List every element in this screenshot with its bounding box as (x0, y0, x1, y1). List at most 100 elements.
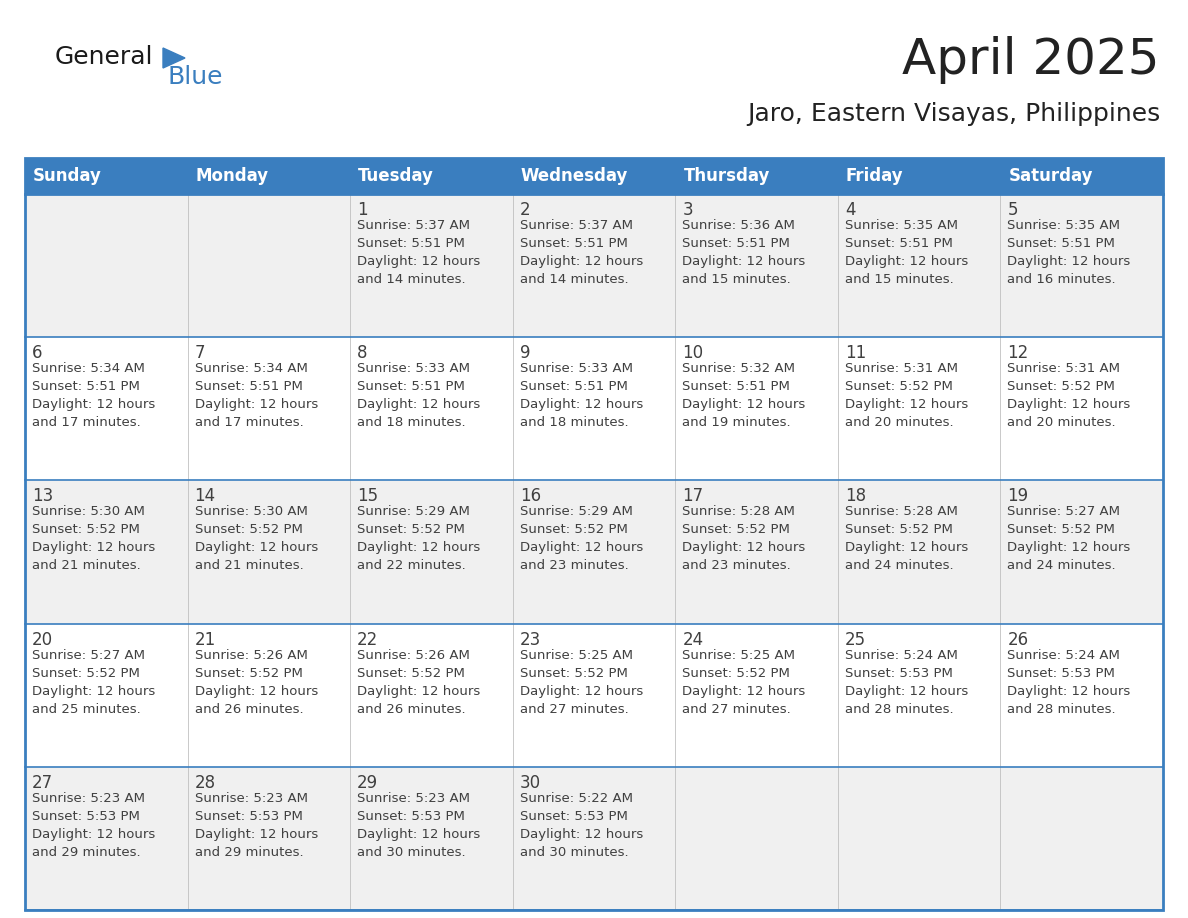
Text: Sunrise: 5:34 AM
Sunset: 5:51 PM
Daylight: 12 hours
and 17 minutes.: Sunrise: 5:34 AM Sunset: 5:51 PM Dayligh… (32, 363, 156, 430)
Bar (25, 480, 188, 623)
Text: Thursday: Thursday (683, 167, 770, 185)
Text: 25: 25 (845, 631, 866, 649)
Text: Sunrise: 5:31 AM
Sunset: 5:52 PM
Daylight: 12 hours
and 20 minutes.: Sunrise: 5:31 AM Sunset: 5:52 PM Dayligh… (845, 363, 968, 430)
Text: Sunrise: 5:23 AM
Sunset: 5:53 PM
Daylight: 12 hours
and 30 minutes.: Sunrise: 5:23 AM Sunset: 5:53 PM Dayligh… (358, 792, 480, 859)
Bar (675, 337, 838, 480)
Bar (675, 767, 838, 910)
Text: 9: 9 (519, 344, 530, 363)
Text: Sunrise: 5:24 AM
Sunset: 5:53 PM
Daylight: 12 hours
and 28 minutes.: Sunrise: 5:24 AM Sunset: 5:53 PM Dayligh… (1007, 649, 1131, 716)
Text: Sunrise: 5:32 AM
Sunset: 5:51 PM
Daylight: 12 hours
and 19 minutes.: Sunrise: 5:32 AM Sunset: 5:51 PM Dayligh… (682, 363, 805, 430)
Text: 21: 21 (195, 631, 216, 649)
Text: Sunrise: 5:34 AM
Sunset: 5:51 PM
Daylight: 12 hours
and 17 minutes.: Sunrise: 5:34 AM Sunset: 5:51 PM Dayligh… (195, 363, 318, 430)
Text: Sunrise: 5:27 AM
Sunset: 5:52 PM
Daylight: 12 hours
and 25 minutes.: Sunrise: 5:27 AM Sunset: 5:52 PM Dayligh… (32, 649, 156, 716)
Polygon shape (163, 48, 185, 68)
Text: 3: 3 (682, 201, 693, 219)
Bar (838, 623, 1000, 767)
Text: Sunrise: 5:35 AM
Sunset: 5:51 PM
Daylight: 12 hours
and 15 minutes.: Sunrise: 5:35 AM Sunset: 5:51 PM Dayligh… (845, 219, 968, 286)
Bar (188, 480, 350, 623)
Bar (188, 623, 350, 767)
Text: 16: 16 (519, 487, 541, 506)
Bar (350, 767, 513, 910)
Text: 18: 18 (845, 487, 866, 506)
Text: 30: 30 (519, 774, 541, 792)
Text: Sunrise: 5:28 AM
Sunset: 5:52 PM
Daylight: 12 hours
and 24 minutes.: Sunrise: 5:28 AM Sunset: 5:52 PM Dayligh… (845, 506, 968, 573)
Text: Jaro, Eastern Visayas, Philippines: Jaro, Eastern Visayas, Philippines (747, 102, 1159, 126)
Text: Sunrise: 5:28 AM
Sunset: 5:52 PM
Daylight: 12 hours
and 23 minutes.: Sunrise: 5:28 AM Sunset: 5:52 PM Dayligh… (682, 506, 805, 573)
Text: Monday: Monday (196, 167, 268, 185)
Bar (25, 767, 188, 910)
Text: 29: 29 (358, 774, 378, 792)
Text: Sunrise: 5:30 AM
Sunset: 5:52 PM
Daylight: 12 hours
and 21 minutes.: Sunrise: 5:30 AM Sunset: 5:52 PM Dayligh… (195, 506, 318, 573)
Text: Sunrise: 5:23 AM
Sunset: 5:53 PM
Daylight: 12 hours
and 29 minutes.: Sunrise: 5:23 AM Sunset: 5:53 PM Dayligh… (195, 792, 318, 859)
Text: Sunrise: 5:24 AM
Sunset: 5:53 PM
Daylight: 12 hours
and 28 minutes.: Sunrise: 5:24 AM Sunset: 5:53 PM Dayligh… (845, 649, 968, 716)
Bar (675, 623, 838, 767)
Text: Sunrise: 5:35 AM
Sunset: 5:51 PM
Daylight: 12 hours
and 16 minutes.: Sunrise: 5:35 AM Sunset: 5:51 PM Dayligh… (1007, 219, 1131, 286)
Text: Friday: Friday (846, 167, 904, 185)
Text: 8: 8 (358, 344, 367, 363)
Text: Saturday: Saturday (1009, 167, 1093, 185)
Bar (1000, 623, 1163, 767)
Text: 15: 15 (358, 487, 378, 506)
Bar (350, 337, 513, 480)
Bar (350, 194, 513, 337)
Bar (1000, 337, 1163, 480)
Text: Sunday: Sunday (33, 167, 102, 185)
Bar (188, 767, 350, 910)
Bar (1000, 194, 1163, 337)
Text: Sunrise: 5:33 AM
Sunset: 5:51 PM
Daylight: 12 hours
and 18 minutes.: Sunrise: 5:33 AM Sunset: 5:51 PM Dayligh… (358, 363, 480, 430)
Text: 2: 2 (519, 201, 530, 219)
Text: 20: 20 (32, 631, 53, 649)
Text: Sunrise: 5:33 AM
Sunset: 5:51 PM
Daylight: 12 hours
and 18 minutes.: Sunrise: 5:33 AM Sunset: 5:51 PM Dayligh… (519, 363, 643, 430)
Text: Tuesday: Tuesday (359, 167, 434, 185)
Text: Sunrise: 5:25 AM
Sunset: 5:52 PM
Daylight: 12 hours
and 27 minutes.: Sunrise: 5:25 AM Sunset: 5:52 PM Dayligh… (682, 649, 805, 716)
Text: 26: 26 (1007, 631, 1029, 649)
Text: General: General (55, 45, 153, 69)
Text: 28: 28 (195, 774, 216, 792)
Text: 27: 27 (32, 774, 53, 792)
Bar (1000, 767, 1163, 910)
Text: Sunrise: 5:26 AM
Sunset: 5:52 PM
Daylight: 12 hours
and 26 minutes.: Sunrise: 5:26 AM Sunset: 5:52 PM Dayligh… (358, 649, 480, 716)
Bar (838, 767, 1000, 910)
Text: Sunrise: 5:36 AM
Sunset: 5:51 PM
Daylight: 12 hours
and 15 minutes.: Sunrise: 5:36 AM Sunset: 5:51 PM Dayligh… (682, 219, 805, 286)
Bar (25, 158, 1163, 194)
Bar (188, 337, 350, 480)
Text: Sunrise: 5:29 AM
Sunset: 5:52 PM
Daylight: 12 hours
and 22 minutes.: Sunrise: 5:29 AM Sunset: 5:52 PM Dayligh… (358, 506, 480, 573)
Bar (25, 158, 1163, 910)
Text: Sunrise: 5:26 AM
Sunset: 5:52 PM
Daylight: 12 hours
and 26 minutes.: Sunrise: 5:26 AM Sunset: 5:52 PM Dayligh… (195, 649, 318, 716)
Text: 22: 22 (358, 631, 379, 649)
Bar (838, 337, 1000, 480)
Text: 5: 5 (1007, 201, 1018, 219)
Text: 1: 1 (358, 201, 368, 219)
Text: Sunrise: 5:37 AM
Sunset: 5:51 PM
Daylight: 12 hours
and 14 minutes.: Sunrise: 5:37 AM Sunset: 5:51 PM Dayligh… (519, 219, 643, 286)
Text: Wednesday: Wednesday (520, 167, 628, 185)
Bar (188, 194, 350, 337)
Text: April 2025: April 2025 (903, 36, 1159, 84)
Text: 11: 11 (845, 344, 866, 363)
Text: 6: 6 (32, 344, 43, 363)
Text: Sunrise: 5:25 AM
Sunset: 5:52 PM
Daylight: 12 hours
and 27 minutes.: Sunrise: 5:25 AM Sunset: 5:52 PM Dayligh… (519, 649, 643, 716)
Bar (675, 194, 838, 337)
Bar (513, 623, 675, 767)
Bar (838, 194, 1000, 337)
Text: 13: 13 (32, 487, 53, 506)
Text: 12: 12 (1007, 344, 1029, 363)
Bar (513, 767, 675, 910)
Bar (513, 337, 675, 480)
Bar (350, 480, 513, 623)
Text: 17: 17 (682, 487, 703, 506)
Text: Sunrise: 5:37 AM
Sunset: 5:51 PM
Daylight: 12 hours
and 14 minutes.: Sunrise: 5:37 AM Sunset: 5:51 PM Dayligh… (358, 219, 480, 286)
Text: Blue: Blue (168, 65, 223, 89)
Text: 23: 23 (519, 631, 541, 649)
Bar (1000, 480, 1163, 623)
Text: Sunrise: 5:23 AM
Sunset: 5:53 PM
Daylight: 12 hours
and 29 minutes.: Sunrise: 5:23 AM Sunset: 5:53 PM Dayligh… (32, 792, 156, 859)
Bar (513, 480, 675, 623)
Bar (25, 623, 188, 767)
Bar (513, 194, 675, 337)
Text: 19: 19 (1007, 487, 1029, 506)
Text: Sunrise: 5:30 AM
Sunset: 5:52 PM
Daylight: 12 hours
and 21 minutes.: Sunrise: 5:30 AM Sunset: 5:52 PM Dayligh… (32, 506, 156, 573)
Bar (25, 194, 188, 337)
Text: Sunrise: 5:22 AM
Sunset: 5:53 PM
Daylight: 12 hours
and 30 minutes.: Sunrise: 5:22 AM Sunset: 5:53 PM Dayligh… (519, 792, 643, 859)
Bar (350, 623, 513, 767)
Text: Sunrise: 5:29 AM
Sunset: 5:52 PM
Daylight: 12 hours
and 23 minutes.: Sunrise: 5:29 AM Sunset: 5:52 PM Dayligh… (519, 506, 643, 573)
Text: 14: 14 (195, 487, 216, 506)
